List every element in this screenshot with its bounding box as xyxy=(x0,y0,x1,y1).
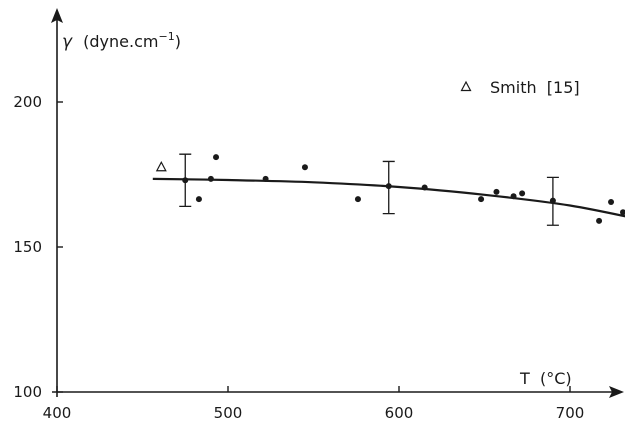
x-tick-label: 600 xyxy=(385,404,414,422)
x-tick-label: 500 xyxy=(214,404,243,422)
data-point xyxy=(608,199,615,206)
data-point xyxy=(510,193,517,200)
smith-data-point xyxy=(155,160,167,172)
y-axis-unit-exponent: −1 xyxy=(158,30,174,43)
data-point xyxy=(301,164,308,171)
y-axis-unit: (dyne.cm xyxy=(83,32,158,51)
legend-triangle-marker xyxy=(460,80,472,92)
legend: Smith [15] xyxy=(460,78,580,97)
x-tick-label: 400 xyxy=(43,404,72,422)
data-point xyxy=(620,209,625,216)
data-point xyxy=(207,175,214,182)
y-tick-label: 100 xyxy=(13,383,42,401)
y-tick-label: 200 xyxy=(13,93,42,111)
data-point xyxy=(519,190,526,197)
data-point xyxy=(493,188,500,195)
data-point xyxy=(549,197,556,204)
y-axis-symbol: γ xyxy=(62,32,73,52)
data-point xyxy=(182,177,189,184)
data-point xyxy=(195,196,202,203)
y-tick-label: 150 xyxy=(13,238,42,256)
data-points xyxy=(155,154,625,224)
y-ticks: 100 150 200 xyxy=(13,93,63,401)
data-point xyxy=(354,196,361,203)
legend-label: Smith [15] xyxy=(490,78,580,97)
y-axis-unit-close: ) xyxy=(175,32,181,51)
data-point xyxy=(421,184,428,191)
y-axis-arrow xyxy=(51,8,63,23)
error-bars xyxy=(179,153,559,226)
data-point xyxy=(596,217,603,224)
data-point xyxy=(385,183,392,190)
fit-curve xyxy=(152,177,625,218)
x-axis-title: T (°C) xyxy=(519,369,572,388)
x-ticks: 400 500 600 700 xyxy=(43,386,585,422)
x-axis-arrow xyxy=(609,386,624,398)
data-point xyxy=(262,175,269,182)
data-point xyxy=(478,196,485,203)
x-tick-label: 700 xyxy=(556,404,585,422)
axes xyxy=(51,8,624,398)
data-point xyxy=(213,154,220,161)
y-axis-title: γ (dyne.cm−1) xyxy=(62,30,181,52)
